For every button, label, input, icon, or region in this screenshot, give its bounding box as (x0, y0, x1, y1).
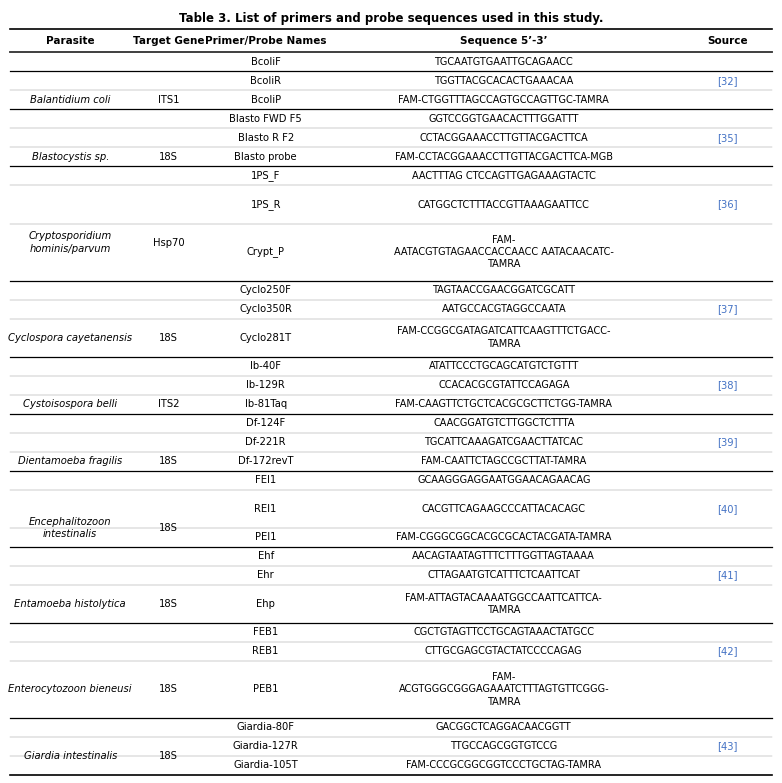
Text: FAM-CGGGCGGCACGCGCACTACGATA-TAMRA: FAM-CGGGCGGCACGCGCACTACGATA-TAMRA (396, 532, 612, 543)
Text: Table 3. List of primers and probe sequences used in this study.: Table 3. List of primers and probe seque… (179, 12, 603, 25)
Text: Sequence 5’-3’: Sequence 5’-3’ (460, 36, 547, 45)
Text: ITS1: ITS1 (158, 95, 179, 105)
Text: Target Gene: Target Gene (133, 36, 204, 45)
Text: Balantidium coli: Balantidium coli (30, 95, 110, 105)
Text: Cryptosporidium
hominis/parvum: Cryptosporidium hominis/parvum (29, 231, 112, 254)
Text: CTTGCGAGCGTACTATCCCCAGAG: CTTGCGAGCGTACTATCCCCAGAG (425, 647, 583, 656)
Text: AACAGTAATAGTTTCTTTGGTTAGTAAAA: AACAGTAATAGTTTCTTTGGTTAGTAAAA (412, 551, 595, 561)
Text: TGCAATGTGAATTGCAGAACC: TGCAATGTGAATTGCAGAACC (435, 57, 573, 67)
Text: FAM-CAAGTTCTGCTCACGCGCTTCTGG-TAMRA: FAM-CAAGTTCTGCTCACGCGCTTCTGG-TAMRA (396, 399, 612, 410)
Text: CGCTGTAGTTCCTGCAGTAAACTATGCC: CGCTGTAGTTCCTGCAGTAAACTATGCC (413, 627, 594, 637)
Text: Encephalitozoon
intestinalis: Encephalitozoon intestinalis (29, 517, 112, 539)
Text: FAM-CAATTCTAGCCGCTTAT-TAMRA: FAM-CAATTCTAGCCGCTTAT-TAMRA (421, 456, 586, 466)
Text: Dientamoeba fragilis: Dientamoeba fragilis (18, 456, 122, 466)
Text: Df-172revT: Df-172revT (238, 456, 293, 466)
Text: FAM-CCTACGGAAACCTTGTTACGACTTCA-MGB: FAM-CCTACGGAAACCTTGTTACGACTTCA-MGB (395, 152, 613, 162)
Text: Blasto probe: Blasto probe (235, 152, 297, 162)
Text: CCTACGGAAACCTTGTTACGACTTCA: CCTACGGAAACCTTGTTACGACTTCA (419, 133, 588, 143)
Text: Ehr: Ehr (257, 570, 274, 580)
Text: Cyclospora cayetanensis: Cyclospora cayetanensis (8, 333, 132, 343)
Text: Cystoisospora belli: Cystoisospora belli (23, 399, 117, 410)
Text: Giardia-80F: Giardia-80F (237, 723, 295, 732)
Text: FAM-CCGGCGATAGATCATTCAAGTTTCTGACC-
TAMRA: FAM-CCGGCGATAGATCATTCAAGTTTCTGACC- TAMRA (397, 327, 611, 348)
Text: AACTTTAG CTCCAGTTGAGAAAGTACTC: AACTTTAG CTCCAGTTGAGAAAGTACTC (412, 171, 596, 181)
Text: Ehf: Ehf (257, 551, 274, 561)
Text: REI1: REI1 (254, 503, 277, 514)
Text: Enterocytozoon bieneusi: Enterocytozoon bieneusi (9, 684, 132, 695)
Text: FEB1: FEB1 (253, 627, 278, 637)
Text: Ib-81Taq: Ib-81Taq (245, 399, 287, 410)
Text: 1PS_R: 1PS_R (250, 199, 281, 210)
Text: [41]: [41] (717, 570, 737, 580)
Text: [36]: [36] (717, 200, 737, 210)
Text: Cyclo281T: Cyclo281T (239, 333, 292, 343)
Text: [42]: [42] (717, 647, 737, 656)
Text: CTTAGAATGTCATTTCTCAATTCAT: CTTAGAATGTCATTTCTCAATTCAT (427, 570, 580, 580)
Text: [37]: [37] (717, 304, 737, 314)
Text: Crypt_P: Crypt_P (246, 247, 285, 258)
Text: FAM-CTGGTTTAGCCAGTGCCAGTTGC-TAMRA: FAM-CTGGTTTAGCCAGTGCCAGTTGC-TAMRA (398, 95, 609, 105)
Text: Giardia-105T: Giardia-105T (233, 760, 298, 770)
Text: BcoliP: BcoliP (250, 95, 281, 105)
Text: Giardia-127R: Giardia-127R (233, 742, 299, 752)
Text: Cyclo350R: Cyclo350R (239, 304, 292, 314)
Text: TAGTAACCGAACGGATCGCATT: TAGTAACCGAACGGATCGCATT (432, 285, 576, 295)
Text: 18S: 18S (159, 684, 178, 695)
Text: ITS2: ITS2 (158, 399, 179, 410)
Text: Cyclo250F: Cyclo250F (240, 285, 292, 295)
Text: Df-124F: Df-124F (246, 418, 285, 428)
Text: Blastocystis sp.: Blastocystis sp. (31, 152, 109, 162)
Text: Primer/Probe Names: Primer/Probe Names (205, 36, 326, 45)
Text: Ehp: Ehp (256, 599, 275, 609)
Text: Hsp70: Hsp70 (152, 237, 185, 247)
Text: FAM-
AATACGTGTAGAACCACCAACC AATACAACATC-
TAMRA: FAM- AATACGTGTAGAACCACCAACC AATACAACATC-… (394, 235, 614, 269)
Text: Source: Source (707, 36, 748, 45)
Text: 18S: 18S (159, 333, 178, 343)
Text: Parasite: Parasite (46, 36, 95, 45)
Text: [39]: [39] (717, 437, 737, 447)
Text: REB1: REB1 (253, 647, 279, 656)
Text: TTGCCAGCGGTGTCCG: TTGCCAGCGGTGTCCG (450, 742, 558, 752)
Text: FEI1: FEI1 (255, 475, 276, 485)
Text: ATATTCCCTGCAGCATGTCTGTTT: ATATTCCCTGCAGCATGTCTGTTT (429, 361, 579, 371)
Text: TGCATTCAAAGATCGAACTTATCAC: TGCATTCAAAGATCGAACTTATCAC (425, 437, 583, 447)
Text: BcoliR: BcoliR (250, 76, 282, 86)
Text: [38]: [38] (717, 381, 737, 390)
Text: CCACACGCGTATTCCAGAGA: CCACACGCGTATTCCAGAGA (438, 381, 569, 390)
Text: 18S: 18S (159, 456, 178, 466)
Text: CACGTTCAGAAGCCCATTACACAGC: CACGTTCAGAAGCCCATTACACAGC (421, 503, 586, 514)
Text: TGGTTACGCACACTGAAACAA: TGGTTACGCACACTGAAACAA (434, 76, 573, 86)
Text: Df-221R: Df-221R (246, 437, 286, 447)
Text: [43]: [43] (717, 742, 737, 752)
Text: [40]: [40] (717, 503, 737, 514)
Text: FAM-
ACGTGGGCGGGAGAAATCTTTAGTGTTCGGG-
TAMRA: FAM- ACGTGGGCGGGAGAAATCTTTAGTGTTCGGG- TA… (399, 672, 609, 707)
Text: CATGGCTCTTTACCGTTAAAGAATTCC: CATGGCTCTTTACCGTTAAAGAATTCC (418, 200, 590, 210)
Text: 18S: 18S (159, 152, 178, 162)
Text: Blasto FWD F5: Blasto FWD F5 (229, 114, 302, 124)
Text: FAM-CCCGCGGCGGTCCCTGCTAG-TAMRA: FAM-CCCGCGGCGGTCCCTGCTAG-TAMRA (407, 760, 601, 770)
Text: CAACGGATGTCTTGGCTCTTTA: CAACGGATGTCTTGGCTCTTTA (433, 418, 575, 428)
Text: 18S: 18S (159, 751, 178, 761)
Text: GGTCCGGTGAACACTTTGGATTT: GGTCCGGTGAACACTTTGGATTT (429, 114, 579, 124)
Text: Giardia intestinalis: Giardia intestinalis (23, 751, 117, 761)
Text: 1PS_F: 1PS_F (251, 171, 280, 182)
Text: Ib-129R: Ib-129R (246, 381, 285, 390)
Text: [32]: [32] (717, 76, 737, 86)
Text: 18S: 18S (159, 523, 178, 532)
Text: PEB1: PEB1 (253, 684, 278, 695)
Text: BcoliF: BcoliF (251, 57, 281, 67)
Text: FAM-ATTAGTACAAAATGGCCAATTCATTCA-
TAMRA: FAM-ATTAGTACAAAATGGCCAATTCATTCA- TAMRA (405, 593, 602, 615)
Text: Ib-40F: Ib-40F (250, 361, 282, 371)
Text: Entamoeba histolytica: Entamoeba histolytica (14, 599, 126, 609)
Text: PEI1: PEI1 (255, 532, 276, 543)
Text: GACGGCTCAGGACAACGGTT: GACGGCTCAGGACAACGGTT (436, 723, 572, 732)
Text: AATGCCACGTAGGCCAATA: AATGCCACGTAGGCCAATA (442, 304, 566, 314)
Text: GCAAGGGAGGAATGGAACAGAACAG: GCAAGGGAGGAATGGAACAGAACAG (417, 475, 590, 485)
Text: [35]: [35] (717, 133, 737, 143)
Text: 18S: 18S (159, 599, 178, 609)
Text: Blasto R F2: Blasto R F2 (238, 133, 294, 143)
